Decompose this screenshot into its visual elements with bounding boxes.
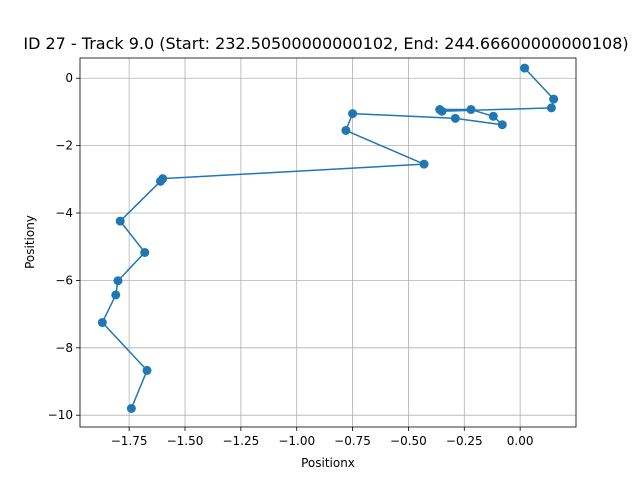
x-tick-label: −0.25 [446,434,483,448]
x-tick-label: −0.75 [334,434,371,448]
x-tick-label: 0.00 [507,434,534,448]
data-point [97,318,107,328]
data-point [466,105,476,115]
chart-title: ID 27 - Track 9.0 (Start: 232.5050000000… [23,34,628,53]
y-tick-label: −10 [48,408,73,422]
y-tick-label: −8 [55,341,73,355]
y-tick-label: −4 [55,206,73,220]
data-point [450,113,460,123]
data-point [115,216,125,226]
x-axis-label: Positionx [301,456,355,470]
series [97,63,559,413]
data-point [520,63,530,73]
data-point [155,176,165,186]
data-point [126,403,136,413]
y-axis-label: Positiony [23,215,37,269]
data-point [435,105,445,115]
data-point [348,109,358,119]
data-point [546,103,556,113]
data-point [549,94,559,104]
data-point [111,290,121,300]
data-point [488,111,498,121]
grid [80,58,576,427]
x-tick-label: −1.50 [167,434,204,448]
data-point [142,365,152,375]
data-point [341,125,351,135]
plot-frame [79,57,577,428]
data-point [140,247,150,257]
y-tick-label: −2 [55,139,73,153]
series-line [101,67,555,409]
data-point [497,120,507,130]
y-tick-label: 0 [65,71,73,85]
x-tick-label: −0.50 [390,434,427,448]
x-tick-label: −1.75 [111,434,148,448]
x-tick-label: −1.00 [278,434,315,448]
axis-ticks: −1.75 −1.50 −1.25 −1.00 −0.75 −0.50 −0.25 0.00 0… [48,71,534,448]
y-tick-label: −6 [55,273,73,287]
data-point [419,159,429,169]
x-tick-label: −1.25 [222,434,259,448]
data-point [113,276,123,286]
